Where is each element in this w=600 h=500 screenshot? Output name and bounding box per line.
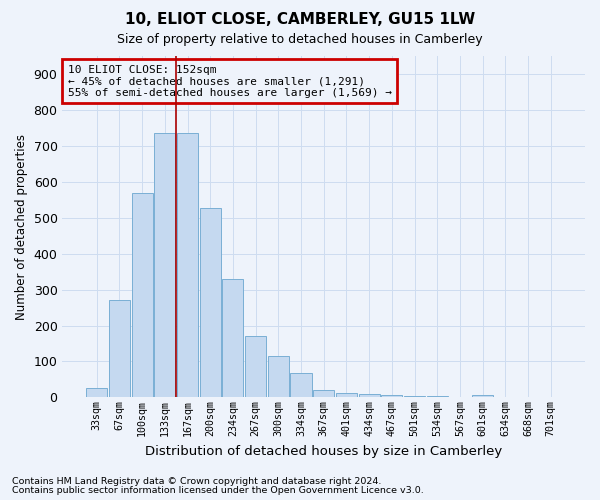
Bar (200, 208, 221, 398)
Bar (177, 134, 198, 398)
Text: 10 ELIOT CLOSE: 152sqm
← 45% of detached houses are smaller (1,291)
55% of semi-: 10 ELIOT CLOSE: 152sqm ← 45% of detached… (68, 64, 392, 98)
Bar (290, 373, 311, 398)
Bar (359, 394, 380, 398)
Bar (154, 134, 175, 398)
Bar (404, 396, 425, 398)
Bar (336, 392, 357, 398)
Text: Contains public sector information licensed under the Open Government Licence v3: Contains public sector information licen… (12, 486, 424, 495)
Bar (268, 356, 289, 398)
Bar (245, 336, 266, 398)
Bar (223, 279, 244, 398)
Bar (109, 300, 130, 398)
Bar (472, 394, 493, 398)
X-axis label: Distribution of detached houses by size in Camberley: Distribution of detached houses by size … (145, 444, 502, 458)
Bar (131, 192, 152, 398)
Text: Size of property relative to detached houses in Camberley: Size of property relative to detached ho… (117, 32, 483, 46)
Y-axis label: Number of detached properties: Number of detached properties (15, 134, 28, 320)
Bar (313, 390, 334, 398)
Bar (86, 388, 107, 398)
Bar (381, 395, 403, 398)
Text: 10, ELIOT CLOSE, CAMBERLEY, GU15 1LW: 10, ELIOT CLOSE, CAMBERLEY, GU15 1LW (125, 12, 475, 26)
Bar (427, 396, 448, 398)
Text: Contains HM Land Registry data © Crown copyright and database right 2024.: Contains HM Land Registry data © Crown c… (12, 477, 382, 486)
